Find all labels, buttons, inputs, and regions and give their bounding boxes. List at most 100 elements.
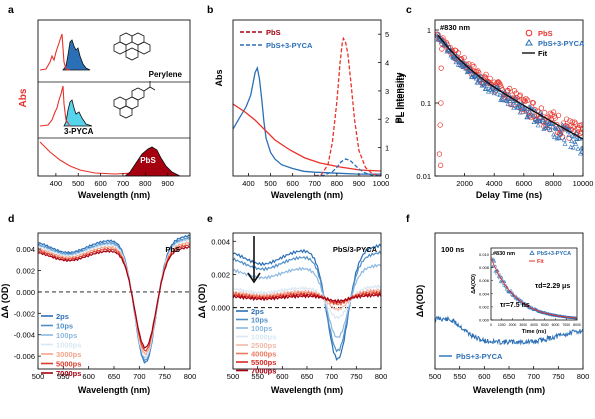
inset-ytick-label: 0.002 [479,304,490,309]
perylene-label: Perylene [149,70,183,79]
data-point-pyca [522,105,528,111]
data-point-pyca [448,52,454,58]
data-point-pyca [517,109,523,115]
inset-xlabel: Time (ns) [522,329,547,335]
data-point-pbs [521,97,527,104]
inset-xtick-label: 8000 [573,323,581,327]
perylene-pl-area [62,39,91,71]
data-point-pyca [486,83,492,89]
panel-d-legend-label: 1000ps [56,341,81,350]
data-point-pyca [472,73,478,79]
data-point-pbs [579,129,583,135]
data-point-pyca [509,102,515,107]
data-point-pbs [439,46,445,52]
data-point-pyca [504,98,510,103]
legend-f-pyca: PbS+3-PYCA [456,352,503,361]
data-point-pyca [559,126,565,131]
panel-c-xtick-label: 4000 [486,179,503,188]
pyca-pl-area [63,99,93,127]
panel-d-legend-label: 7000ps [56,369,81,378]
inset-ytick-label: 0.008 [479,265,490,270]
pbs-pl-area [124,146,181,176]
data-point-pyca [555,134,562,140]
panel-a-xtick-label: 700 [117,179,130,188]
data-point-pyca [524,114,530,120]
legend-c-pyca: PbS+3-PYCA [538,39,585,48]
inset-ytick-label: 0.010 [479,252,490,257]
panel-a-plot: Perylene 3-PYCA PbS [38,32,190,176]
panel-e-legend-label: 4000ps [251,350,276,359]
data-point-pbs [496,80,502,86]
data-point-pbs [438,65,444,71]
data-point-pyca [477,76,483,82]
panel-c-ytick-label: 1 [427,26,431,35]
panel-e-legend-label: 100ps [251,324,272,333]
panel-c-xlabel: Delay Time (ns) [476,190,542,200]
panel-d-plot [38,234,190,364]
panel-e-legend-label: 1000ps [251,333,276,342]
data-point-pyca [497,92,503,97]
data-point-pyca [579,149,583,154]
panel-label-f: f [406,213,410,225]
inset-ylabel: ΔA(OD) [471,274,477,294]
panel-b-frame [232,19,382,177]
data-point-pyca [537,118,543,124]
data-point-pbs [530,100,536,106]
panel-label-e: e [207,213,213,225]
panel-e-legend: 2ps10ps100ps1000ps2500ps4000ps5500ps7000… [236,307,276,376]
panel-label-c: c [406,4,412,16]
panel-b-ytick-label: 5 [385,30,389,39]
fit-line [437,34,583,140]
data-point-pbs [437,162,444,168]
data-point-pbs [437,122,443,128]
data-point-pbs [471,63,477,70]
panel-c-xtick-label: 8000 [545,179,562,188]
inset-tau-d: τd=2.29 μs [535,283,570,290]
inset-xtick-label: 6000 [552,323,560,327]
data-point-pyca [569,138,575,143]
panel-a-xtick-label: 400 [50,179,63,188]
data-point-pbs [542,110,548,116]
panel-label-d: d [8,213,14,225]
panel-b-xtick-label: 500 [264,179,277,188]
data-point-pyca [543,120,549,125]
panel-d-legend-label: 10ps [56,322,73,331]
data-point-pbs [520,97,527,103]
panel-c-legend: PbS PbS+3-PYCA Fit [522,29,585,58]
inset-xtick-label: 0 [490,323,492,327]
inset-data-point [509,288,513,292]
data-point-pyca [490,86,496,92]
panel-f-plot [435,315,583,346]
data-point-pyca [453,59,459,65]
data-point-pyca [515,105,521,110]
data-point-pbs [559,134,566,140]
panel-a-xtick-label: 900 [161,179,174,188]
data-point-pyca [460,64,466,70]
panel-f-series-line [435,315,583,346]
panel-d-legend-label: 2ps [56,312,69,321]
inset-ticks: 0 1000 2000 3000 4000 5000 6000 7000 8000 0.000 0.… [479,252,581,327]
data-point-pyca [545,125,551,130]
panel-b-xlabel: Wavelength (nm) [271,190,343,200]
data-point-pyca [566,132,572,137]
panel-f-xtick-label: 800 [577,372,590,381]
panel-d-series-line [38,245,190,349]
data-point-pyca [547,127,553,132]
panel-d-ylabel: ΔA (OD) [0,284,10,319]
pbs-pl-curve [314,36,381,176]
panel-c: #830 nm PbS PbS+3-PYCA Fit 2000 4000 6000 8… [396,19,593,200]
data-point-pyca [555,124,561,130]
inset-fit-line [491,257,577,319]
panel-a-xtick-label: 500 [72,179,85,188]
panel-c-xtick-label: 6000 [515,179,532,188]
data-point-pbs [538,105,545,111]
pyca-abs-line [39,85,71,127]
panel-f-xtick-label: 550 [453,372,466,381]
panel-d-ytick-label: 0.002 [16,266,35,275]
data-point-pbs [517,92,523,98]
panel-d-annotation: PbS [165,245,180,254]
panel-b-legend: PbS PbS+3-PYCA [240,28,313,50]
arrow-head-icon [247,272,261,284]
pyca-label: 3-PYCA [64,127,94,136]
